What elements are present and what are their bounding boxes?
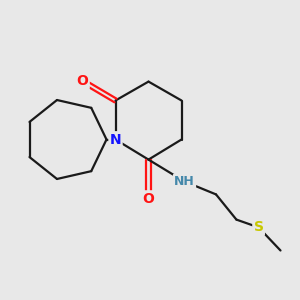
Text: N: N [110,133,121,146]
Text: O: O [76,74,88,88]
Text: NH: NH [174,175,195,188]
Text: S: S [254,220,264,234]
Text: O: O [142,192,154,206]
